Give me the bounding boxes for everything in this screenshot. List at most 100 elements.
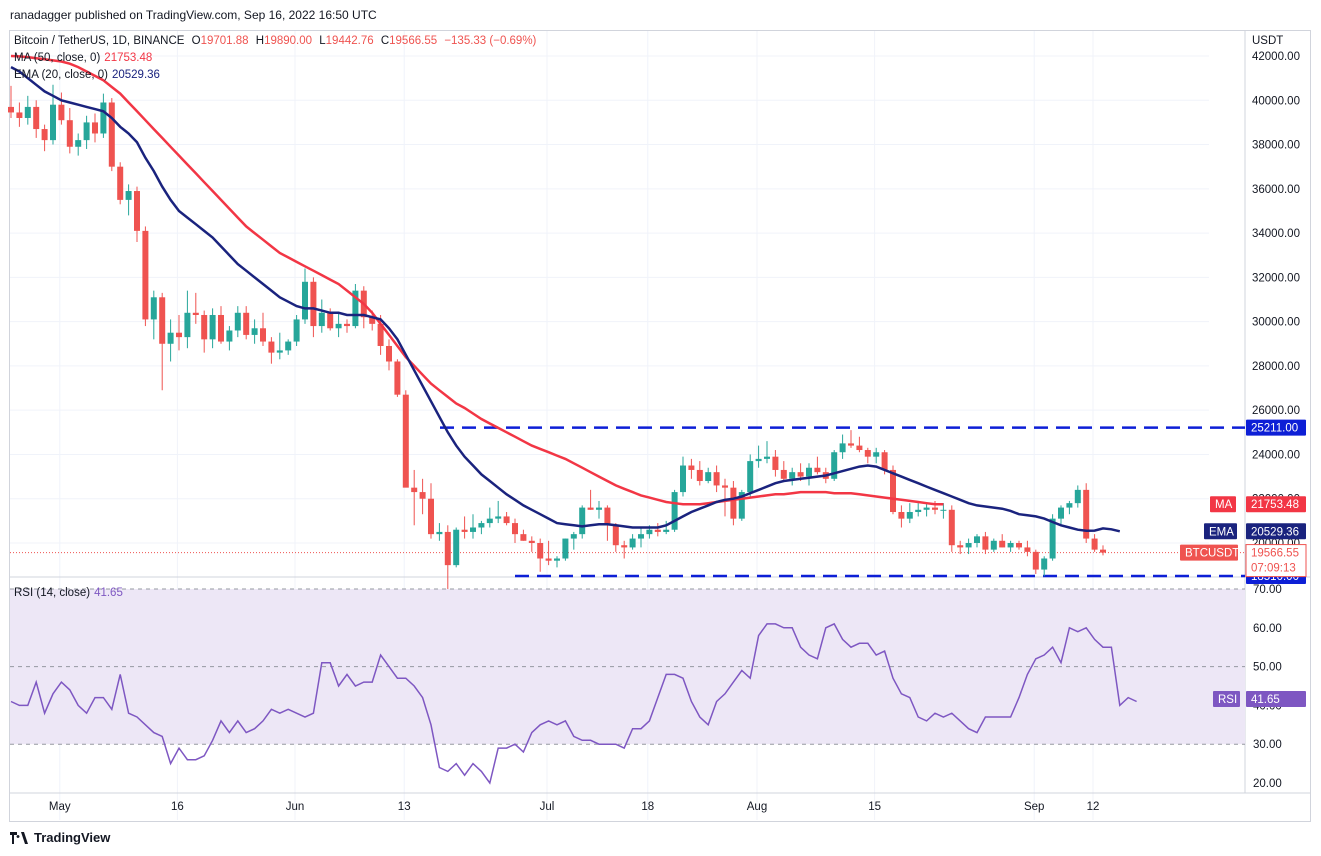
candle	[142, 226, 149, 327]
ma-50-line	[10, 54, 944, 506]
candle	[218, 306, 224, 344]
candle-body	[1041, 558, 1048, 570]
candle-body	[772, 456, 779, 470]
candle	[318, 299, 325, 333]
candle-body	[100, 102, 107, 134]
candle	[83, 115, 90, 149]
candle-body	[50, 104, 56, 141]
candle	[1066, 500, 1073, 515]
candle-body	[663, 529, 670, 532]
ma-badge-value-bg	[1246, 496, 1306, 513]
candle	[302, 268, 308, 324]
candle	[1007, 540, 1014, 552]
candle-body	[612, 525, 619, 546]
candle-body	[596, 507, 602, 510]
legend-rsi-row[interactable]: RSI (14, close) 41.65	[14, 587, 127, 599]
candle-body	[898, 512, 905, 519]
candle	[680, 456, 686, 497]
symbol-badge-tag: BTCUSDT	[1185, 548, 1239, 560]
candle	[1016, 540, 1022, 550]
candle	[722, 478, 728, 517]
legend-ma-row[interactable]: MA (50, close, 0) 21753.48	[14, 52, 156, 64]
price-axis-tick: 24000.00	[1252, 449, 1300, 461]
candle-body	[948, 509, 955, 546]
candle	[688, 458, 695, 479]
candle	[764, 441, 770, 464]
candle	[755, 445, 762, 468]
candle	[444, 525, 451, 597]
legend-symbol[interactable]: Bitcoin / TetherUS, 1D, BINANCE	[14, 35, 185, 47]
price-axis-tick: 34000.00	[1252, 228, 1300, 240]
candle-body	[881, 452, 888, 470]
candle-body	[990, 540, 997, 550]
ema-badge-value-bg	[1246, 523, 1306, 540]
legend-ema-row[interactable]: EMA (20, close, 0) 20529.36	[14, 69, 164, 81]
candle-body	[394, 361, 401, 395]
candle-body	[537, 543, 544, 559]
footer-brand[interactable]: TradingView	[10, 830, 110, 845]
candle-body	[58, 104, 65, 121]
candle-body	[974, 536, 980, 543]
time-axis-label: 12	[1087, 801, 1100, 813]
candles-group	[8, 84, 1106, 597]
candle	[965, 538, 972, 555]
candle	[596, 500, 602, 519]
candle-body	[713, 472, 720, 486]
candle	[428, 483, 434, 539]
candle-body	[570, 534, 577, 539]
candle	[201, 310, 208, 353]
price-axis-tick: 28000.00	[1252, 361, 1300, 373]
time-axis-label: May	[49, 801, 71, 813]
ma-badge-tag: MA	[1215, 499, 1233, 511]
candle-body	[755, 458, 762, 462]
candle-body	[512, 523, 518, 535]
candle	[654, 523, 661, 537]
candle-body	[1091, 538, 1098, 550]
candle-body	[478, 523, 485, 528]
candle	[234, 306, 241, 338]
candle	[638, 527, 644, 548]
ema-badge-tag: EMA	[1209, 526, 1234, 538]
legend-close-label: C	[380, 35, 390, 47]
rsi-axis-tick: 60.00	[1253, 623, 1282, 635]
candle-body	[486, 518, 493, 524]
candle-body	[797, 472, 804, 477]
candle-body	[16, 112, 23, 118]
candle	[1091, 534, 1098, 552]
candle	[184, 290, 191, 349]
candle	[562, 538, 569, 561]
ma-badge-value: 21753.48	[1251, 499, 1299, 511]
rsi-badge-tag-bg	[1213, 690, 1240, 707]
candle-body	[831, 452, 838, 479]
candle	[352, 284, 359, 329]
candle-body	[428, 498, 434, 535]
candle-body	[1066, 503, 1073, 508]
candle	[545, 540, 552, 566]
candle	[419, 478, 426, 515]
candle	[621, 540, 628, 559]
legend-ema-label: EMA (20, close, 0)	[14, 69, 108, 81]
legend-open-label: O	[191, 35, 201, 47]
candle	[1100, 545, 1106, 556]
price-axis-tick: 36000.00	[1252, 184, 1300, 196]
candle	[730, 481, 737, 526]
resistance-badge-bg	[1246, 419, 1306, 436]
candle-body	[436, 531, 443, 535]
candle-body	[192, 312, 199, 315]
candle	[386, 339, 392, 371]
candle	[117, 162, 124, 205]
candle-body	[260, 328, 266, 342]
candle	[344, 319, 350, 333]
candle	[1041, 556, 1048, 577]
candle	[1083, 483, 1090, 543]
candle	[495, 500, 502, 524]
candle-body	[495, 516, 502, 519]
time-axis-label: Jun	[286, 801, 305, 813]
legend-rsi-value: 41.65	[94, 587, 123, 599]
legend-open: 19701.88	[200, 35, 249, 47]
candle-body	[890, 469, 896, 513]
candle	[579, 505, 586, 539]
candle	[512, 518, 518, 543]
candle-body	[24, 106, 31, 118]
